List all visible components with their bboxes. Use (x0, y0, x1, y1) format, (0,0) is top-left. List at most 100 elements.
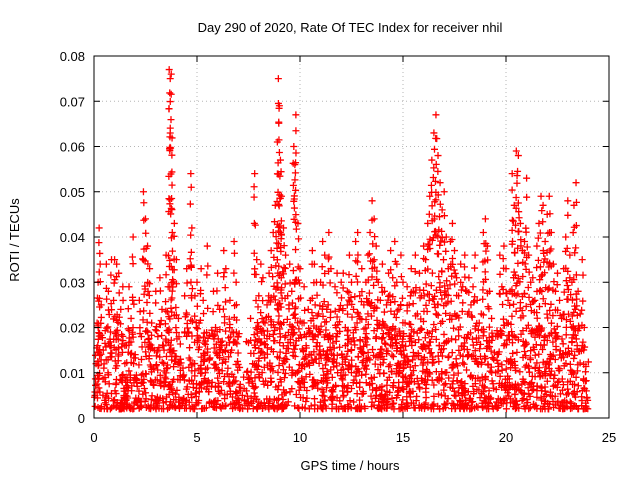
data-point (500, 397, 508, 405)
data-point (449, 260, 457, 268)
data-point (448, 272, 456, 280)
data-point (288, 385, 296, 393)
data-point (321, 397, 329, 405)
data-point (420, 353, 428, 361)
data-point (166, 98, 174, 106)
data-point (156, 371, 164, 379)
data-point (304, 305, 312, 313)
data-point (499, 255, 507, 263)
data-point (424, 342, 432, 350)
data-point (223, 341, 231, 349)
data-point (140, 216, 148, 224)
data-point (308, 294, 316, 302)
data-point (167, 90, 175, 98)
data-point (502, 265, 510, 273)
data-point (275, 362, 283, 370)
data-point (320, 388, 328, 396)
data-point (142, 395, 150, 403)
data-point (459, 283, 467, 291)
data-point (295, 386, 303, 394)
data-point (281, 374, 289, 382)
x-tick-label: 0 (90, 430, 97, 445)
data-point (276, 172, 284, 180)
data-point (570, 369, 578, 377)
data-point (538, 207, 546, 215)
data-point (572, 222, 580, 230)
data-point (438, 268, 446, 276)
data-point (360, 350, 368, 358)
data-point (456, 323, 464, 331)
data-point (430, 129, 438, 137)
data-point (144, 260, 152, 268)
data-point (288, 371, 296, 379)
data-point (310, 348, 318, 356)
data-point (168, 168, 176, 176)
data-point (258, 278, 266, 286)
data-point (265, 332, 273, 340)
data-point (330, 363, 338, 371)
data-point (290, 342, 298, 350)
data-point (495, 348, 503, 356)
data-point (214, 269, 222, 277)
data-point (180, 376, 188, 384)
data-point (132, 375, 140, 383)
data-point (193, 278, 201, 286)
data-point (297, 394, 305, 402)
chart-title: Day 290 of 2020, Rate Of TEC Index for r… (198, 20, 503, 35)
data-point (551, 392, 559, 400)
data-point (353, 390, 361, 398)
data-point (258, 315, 266, 323)
data-point (553, 281, 561, 289)
data-point (300, 283, 308, 291)
data-point (154, 366, 162, 374)
data-point (451, 269, 459, 277)
data-point (572, 198, 580, 206)
data-point (344, 347, 352, 355)
data-point (411, 268, 419, 276)
data-point (218, 359, 226, 367)
data-point (112, 364, 120, 372)
data-point (417, 343, 425, 351)
data-point (400, 330, 408, 338)
data-point (121, 342, 129, 350)
data-point (510, 300, 518, 308)
data-point (554, 306, 562, 314)
data-point (362, 330, 370, 338)
data-point (110, 279, 118, 287)
data-point (95, 297, 103, 305)
data-point (103, 389, 111, 397)
data-point (560, 288, 568, 296)
data-point (140, 384, 148, 392)
data-point (267, 247, 275, 255)
data-point (151, 326, 159, 334)
data-point (432, 335, 440, 343)
data-point (471, 251, 479, 259)
data-point (242, 387, 250, 395)
data-point (136, 324, 144, 332)
data-point (275, 202, 283, 210)
data-point (198, 369, 206, 377)
data-point (292, 127, 300, 135)
data-point (145, 291, 153, 299)
data-point (291, 345, 299, 353)
data-point (104, 287, 112, 295)
data-point (490, 349, 498, 357)
data-point (425, 210, 433, 218)
data-point (183, 311, 191, 319)
data-point (521, 260, 529, 268)
data-point (170, 363, 178, 371)
data-point (562, 316, 570, 324)
data-point (523, 193, 531, 201)
data-point (281, 358, 289, 366)
data-point (110, 296, 118, 304)
data-point (282, 251, 290, 259)
data-point (188, 317, 196, 325)
data-point (566, 398, 574, 406)
y-tick-label: 0.03 (60, 275, 85, 290)
data-point (148, 392, 156, 400)
data-point (210, 397, 218, 405)
data-point (352, 379, 360, 387)
data-point (338, 294, 346, 302)
data-point (165, 346, 173, 354)
